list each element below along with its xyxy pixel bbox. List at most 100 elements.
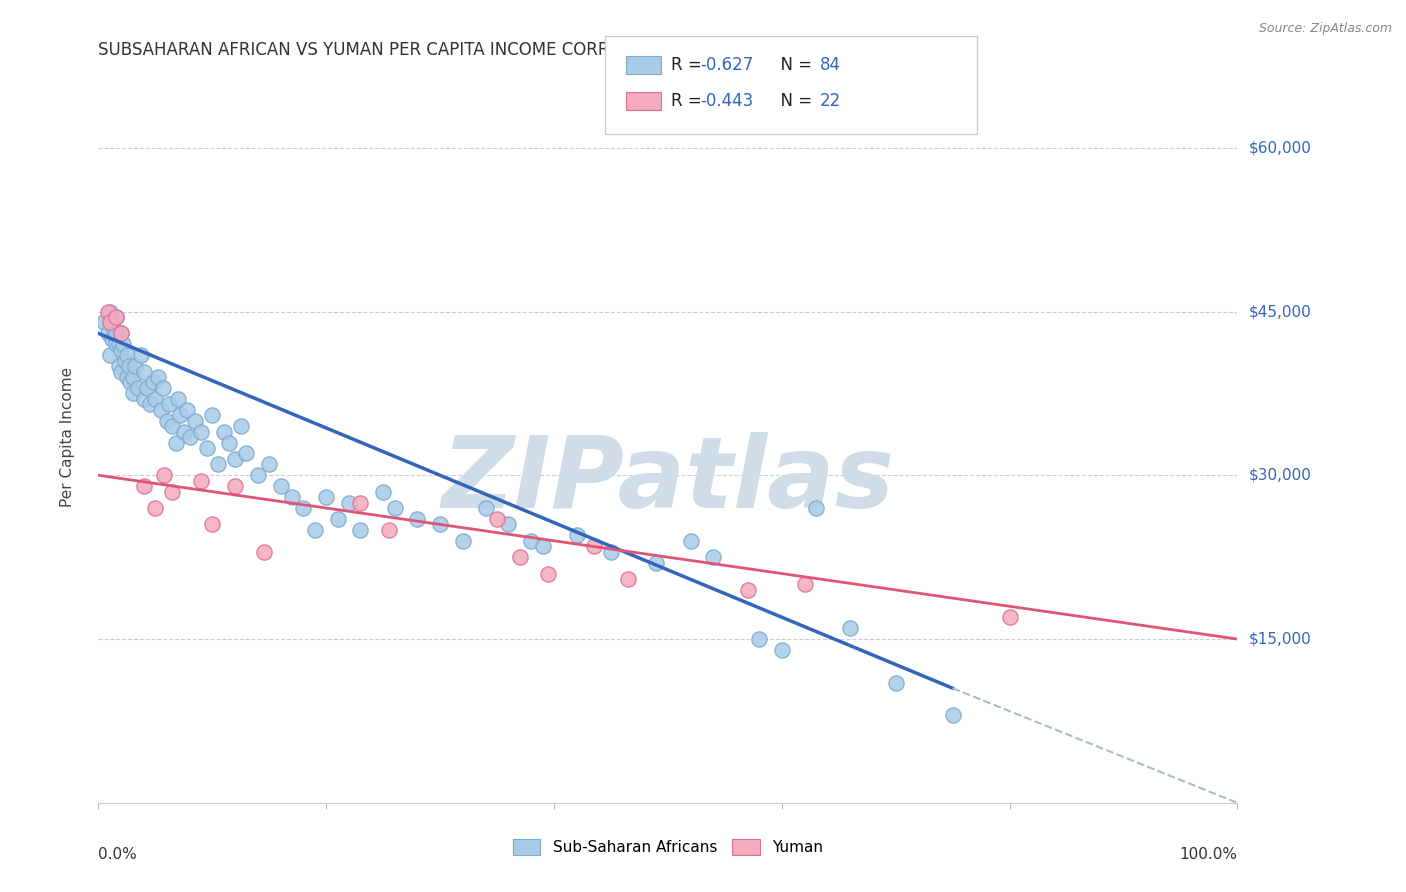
- Point: [337, 495, 360, 509]
- Point: [93, 315, 115, 329]
- Point: [156, 414, 179, 428]
- Point: [207, 458, 229, 472]
- Point: [679, 533, 702, 548]
- Point: [498, 517, 520, 532]
- Point: [229, 419, 252, 434]
- Point: [96, 304, 118, 318]
- Point: [326, 512, 349, 526]
- Point: [406, 512, 429, 526]
- Point: [104, 310, 127, 324]
- Point: [235, 446, 257, 460]
- Point: [195, 441, 218, 455]
- Point: [127, 381, 149, 395]
- Point: [98, 348, 121, 362]
- Point: [110, 343, 132, 357]
- Point: [304, 523, 326, 537]
- Point: [645, 556, 668, 570]
- Point: [270, 479, 292, 493]
- Point: [142, 376, 165, 390]
- Text: SUBSAHARAN AFRICAN VS YUMAN PER CAPITA INCOME CORRELATION CHART: SUBSAHARAN AFRICAN VS YUMAN PER CAPITA I…: [98, 41, 742, 59]
- Point: [101, 332, 124, 346]
- Point: [531, 539, 554, 553]
- Point: [98, 304, 121, 318]
- Point: [165, 435, 187, 450]
- Point: [114, 353, 136, 368]
- Text: 100.0%: 100.0%: [1180, 847, 1237, 862]
- Point: [152, 381, 174, 395]
- Point: [108, 337, 131, 351]
- Point: [378, 523, 401, 537]
- Point: [136, 381, 159, 395]
- Point: [212, 425, 235, 439]
- Text: 22: 22: [820, 92, 841, 110]
- Point: [184, 414, 207, 428]
- Point: [110, 365, 132, 379]
- Text: 0.0%: 0.0%: [98, 847, 138, 862]
- Point: [112, 337, 135, 351]
- Text: N =: N =: [770, 92, 818, 110]
- Text: N =: N =: [770, 56, 818, 74]
- Point: [176, 402, 198, 417]
- Point: [169, 409, 191, 423]
- Point: [153, 468, 176, 483]
- Point: [998, 610, 1021, 624]
- Point: [224, 451, 246, 466]
- Point: [150, 402, 173, 417]
- Point: [804, 501, 827, 516]
- Point: [146, 370, 169, 384]
- Point: [201, 517, 224, 532]
- Point: [129, 348, 152, 362]
- Point: [132, 392, 155, 406]
- Point: [451, 533, 474, 548]
- Text: -0.443: -0.443: [700, 92, 754, 110]
- Point: [115, 370, 138, 384]
- Point: [115, 348, 138, 362]
- Point: [565, 528, 588, 542]
- Point: [537, 566, 560, 581]
- Point: [145, 501, 167, 516]
- Point: [103, 321, 125, 335]
- Point: [120, 376, 142, 390]
- Point: [110, 326, 132, 341]
- Point: [224, 479, 246, 493]
- Point: [138, 397, 160, 411]
- Text: R =: R =: [671, 92, 707, 110]
- Text: $60,000: $60,000: [1249, 140, 1312, 155]
- Point: [371, 484, 394, 499]
- Text: ZIPatlas: ZIPatlas: [441, 433, 894, 530]
- Point: [218, 435, 240, 450]
- Legend: Sub-Saharan Africans, Yuman: Sub-Saharan Africans, Yuman: [506, 833, 830, 861]
- Point: [474, 501, 496, 516]
- Point: [104, 326, 127, 341]
- Text: $45,000: $45,000: [1249, 304, 1312, 319]
- Point: [110, 326, 132, 341]
- Point: [349, 495, 371, 509]
- Point: [162, 484, 184, 499]
- Point: [173, 425, 195, 439]
- Point: [104, 337, 127, 351]
- Point: [246, 468, 269, 483]
- Point: [162, 419, 184, 434]
- Point: [124, 359, 146, 373]
- Text: R =: R =: [671, 56, 707, 74]
- Point: [145, 392, 167, 406]
- Point: [252, 545, 274, 559]
- Point: [121, 370, 143, 384]
- Point: [748, 632, 770, 646]
- Point: [118, 359, 141, 373]
- Point: [839, 621, 862, 635]
- Point: [509, 550, 531, 565]
- Point: [520, 533, 543, 548]
- Point: [96, 326, 118, 341]
- Text: $15,000: $15,000: [1249, 632, 1312, 647]
- Point: [101, 315, 124, 329]
- Point: [315, 490, 337, 504]
- Point: [259, 458, 281, 472]
- Point: [132, 365, 155, 379]
- Point: [98, 315, 121, 329]
- Point: [486, 512, 509, 526]
- Point: [737, 582, 759, 597]
- Point: [702, 550, 724, 565]
- Point: [384, 501, 406, 516]
- Point: [942, 708, 965, 723]
